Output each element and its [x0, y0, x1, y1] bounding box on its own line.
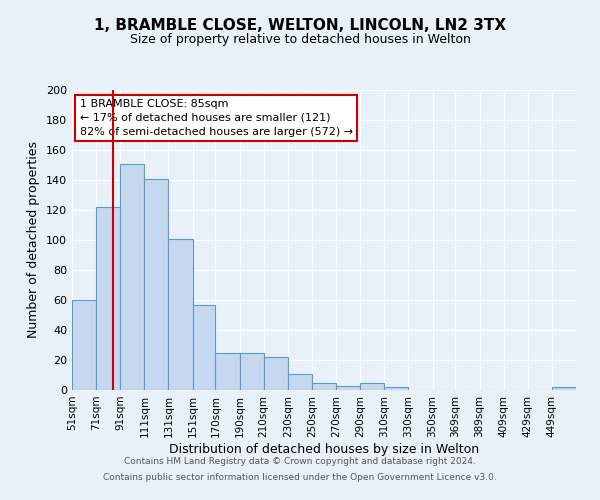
Bar: [552, 387, 576, 390]
Bar: [169, 238, 193, 390]
Text: 1, BRAMBLE CLOSE, WELTON, LINCOLN, LN2 3TX: 1, BRAMBLE CLOSE, WELTON, LINCOLN, LN2 3…: [94, 18, 506, 32]
Bar: [264, 357, 288, 390]
Bar: [239, 352, 264, 390]
Bar: [312, 382, 336, 390]
Bar: [336, 386, 360, 390]
Text: Contains public sector information licensed under the Open Government Licence v3: Contains public sector information licen…: [103, 472, 497, 482]
Bar: [96, 207, 120, 390]
Y-axis label: Number of detached properties: Number of detached properties: [28, 142, 40, 338]
Bar: [120, 164, 145, 390]
Bar: [145, 178, 169, 390]
Bar: [215, 352, 239, 390]
Text: 1 BRAMBLE CLOSE: 85sqm
← 17% of detached houses are smaller (121)
82% of semi-de: 1 BRAMBLE CLOSE: 85sqm ← 17% of detached…: [80, 99, 353, 137]
Text: Size of property relative to detached houses in Welton: Size of property relative to detached ho…: [130, 32, 470, 46]
Bar: [72, 300, 96, 390]
Bar: [360, 382, 384, 390]
Bar: [384, 387, 409, 390]
Bar: [288, 374, 312, 390]
X-axis label: Distribution of detached houses by size in Welton: Distribution of detached houses by size …: [169, 442, 479, 456]
Text: Contains HM Land Registry data © Crown copyright and database right 2024.: Contains HM Land Registry data © Crown c…: [124, 458, 476, 466]
Bar: [193, 304, 215, 390]
